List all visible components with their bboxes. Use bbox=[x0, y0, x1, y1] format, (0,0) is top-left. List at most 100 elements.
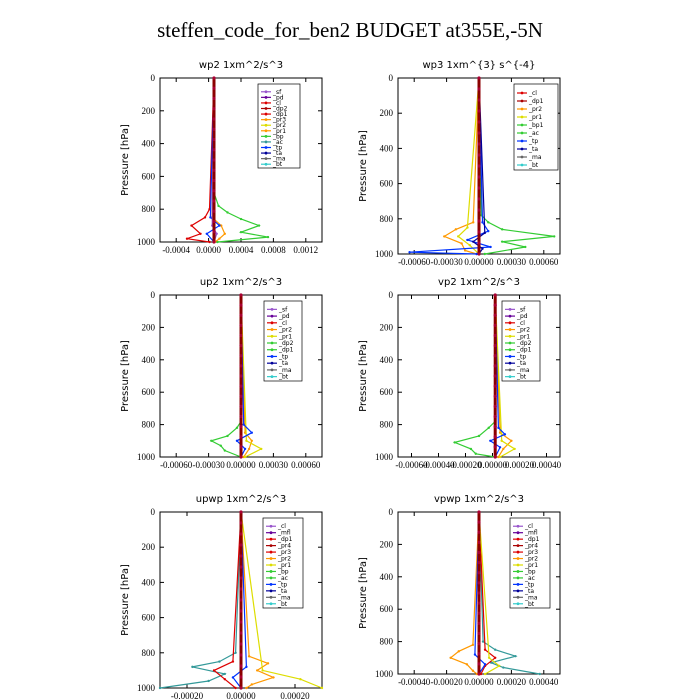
y-tick-label: 400 bbox=[380, 143, 394, 153]
legend-marker bbox=[264, 151, 268, 155]
legend-label: _bt bbox=[277, 601, 288, 608]
zero-profile-marker bbox=[239, 664, 243, 668]
legend-label: _dp2 bbox=[272, 106, 288, 113]
zero-profile-marker bbox=[212, 219, 216, 224]
panel-title: vpwp 1xm^2/s^3 bbox=[434, 494, 524, 505]
series-point bbox=[235, 426, 239, 430]
zero-profile-marker bbox=[239, 344, 243, 348]
y-tick-label: 400 bbox=[380, 572, 394, 582]
legend-label: _pr1 bbox=[516, 333, 530, 340]
y-tick-label: 200 bbox=[380, 322, 394, 332]
zero-profile-marker bbox=[239, 435, 243, 439]
zero-profile-marker bbox=[239, 425, 243, 429]
series-line bbox=[442, 77, 480, 255]
zero-profile-marker bbox=[477, 186, 481, 190]
x-tick-label: -0.00030 bbox=[430, 257, 463, 267]
series-point bbox=[266, 235, 270, 239]
series-point bbox=[514, 654, 517, 658]
zero-profile-marker bbox=[212, 230, 216, 234]
legend-label: _cl bbox=[524, 523, 533, 530]
series-line bbox=[235, 294, 253, 458]
series-point bbox=[449, 656, 452, 659]
x-tick-label: 0.00040 bbox=[529, 677, 559, 687]
zero-profile-marker bbox=[212, 137, 216, 142]
series-point bbox=[210, 439, 213, 442]
series-point bbox=[454, 228, 458, 231]
zero-profile-marker bbox=[477, 672, 481, 676]
legend-label: _pd bbox=[516, 313, 528, 320]
x-tick-label: 0.00030 bbox=[497, 257, 527, 267]
legend-label: _dp1 bbox=[524, 536, 540, 543]
series-point bbox=[212, 669, 216, 672]
legend-label: _pr1 bbox=[524, 562, 538, 569]
y-tick-label: 0 bbox=[151, 73, 156, 83]
series-point bbox=[205, 232, 208, 235]
zero-profile-marker bbox=[212, 168, 216, 172]
zero-profile-marker bbox=[239, 686, 243, 690]
zero-profile-marker bbox=[477, 530, 481, 534]
legend-marker bbox=[264, 146, 268, 149]
legend-label: _ac bbox=[524, 575, 535, 582]
series-point bbox=[453, 441, 456, 444]
series-point bbox=[257, 224, 261, 227]
zero-profile-marker bbox=[239, 354, 243, 358]
series-point bbox=[266, 662, 270, 665]
y-tick-label: 0 bbox=[151, 507, 156, 517]
legend-label: _ta bbox=[277, 588, 287, 595]
y-tick-label: 0 bbox=[389, 290, 394, 300]
zero-profile-marker bbox=[239, 293, 243, 297]
y-axis-label: Pressure [hPa] bbox=[120, 564, 131, 636]
series-point bbox=[218, 237, 221, 240]
series-point bbox=[502, 447, 505, 451]
zero-profile-marker bbox=[239, 364, 243, 368]
series-point bbox=[220, 224, 223, 227]
legend-marker bbox=[520, 131, 524, 135]
y-tick-label: 400 bbox=[142, 577, 156, 587]
series-point bbox=[498, 455, 502, 459]
series-point bbox=[190, 224, 193, 227]
legend-label: _ma bbox=[528, 154, 542, 161]
zero-profile-marker bbox=[239, 303, 243, 307]
series-point bbox=[456, 235, 460, 238]
legend-label: _pr2 bbox=[524, 556, 538, 563]
legend-marker bbox=[520, 163, 524, 167]
zero-profile-marker bbox=[239, 543, 243, 547]
legend: _cl_dp1_pr2_pr1_bp1_ac_tp_ta_ma_bt bbox=[513, 83, 559, 171]
legend-label: _pr3 bbox=[272, 117, 286, 124]
series-point bbox=[158, 686, 162, 690]
series-point bbox=[226, 434, 229, 438]
x-tick-label: -0.00060 bbox=[398, 257, 431, 267]
legend-label: _bp1 bbox=[528, 122, 544, 129]
zero-profile-marker bbox=[477, 109, 481, 113]
chart-panel-1: wp3 1xm^{3} s^{-4} Pressure [hPa] 0 200 400 6… bbox=[358, 60, 561, 267]
series-point bbox=[245, 686, 248, 690]
legend-marker bbox=[264, 112, 268, 116]
series-point bbox=[223, 678, 226, 681]
series-point bbox=[218, 224, 221, 227]
zero-profile-marker bbox=[493, 333, 497, 338]
legend-marker bbox=[508, 375, 512, 379]
y-tick-label: 1000 bbox=[375, 249, 394, 259]
legend-label: _dp2 bbox=[516, 340, 532, 347]
legend-label: _tp bbox=[272, 145, 282, 152]
series-point bbox=[553, 235, 556, 238]
legend-label: _ma bbox=[524, 594, 538, 601]
legend-box bbox=[501, 300, 541, 382]
zero-profile-marker bbox=[493, 445, 497, 449]
series-point bbox=[500, 240, 504, 243]
zero-profile-marker bbox=[239, 323, 243, 327]
legend-label: _ac bbox=[272, 139, 283, 146]
y-tick-label: 200 bbox=[142, 322, 156, 332]
series-point bbox=[231, 660, 235, 663]
y-tick-label: 1000 bbox=[375, 452, 394, 462]
panel-title: up2 1xm^2/s^3 bbox=[200, 277, 282, 288]
legend-marker bbox=[508, 328, 512, 331]
zero-profile-marker bbox=[477, 142, 481, 146]
zero-profile-marker bbox=[239, 609, 243, 613]
zero-profile-marker bbox=[493, 425, 497, 429]
series-point bbox=[472, 240, 475, 243]
zero-profile-marker bbox=[493, 303, 497, 307]
series-point bbox=[538, 672, 541, 676]
x-tick-label: -0.00020 bbox=[449, 460, 482, 470]
y-axis-label: Pressure [hPa] bbox=[358, 340, 369, 412]
